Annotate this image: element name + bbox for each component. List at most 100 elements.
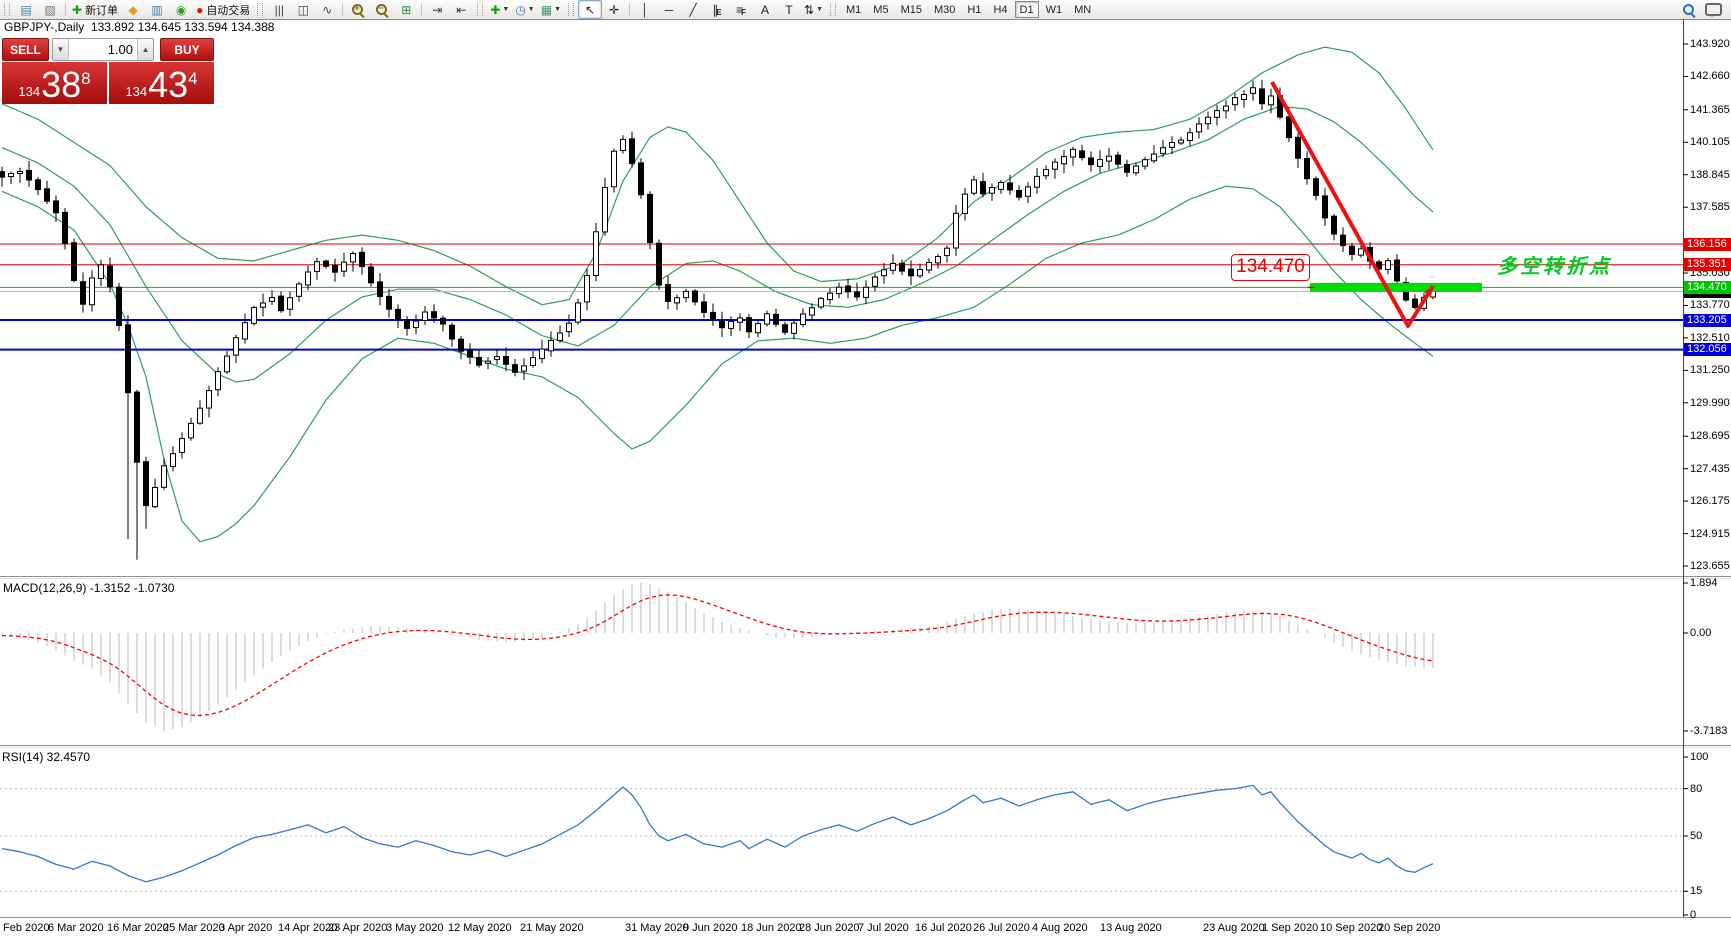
timeframe-w1[interactable]: W1 [1045,3,1063,16]
autotrading-button[interactable]: ● 自动交易 [193,0,253,19]
price-tick-label: 133.770 [1690,299,1730,312]
timeframe-m30[interactable]: M30 [933,3,956,16]
equidistant-channel-icon[interactable]: ∥ E [705,0,729,19]
date-tick-label: 31 May 2020 [625,922,689,934]
timeframe-mn[interactable]: MN [1074,3,1092,16]
timeframe-d1[interactable]: D1 [1014,1,1039,18]
quantity-input[interactable] [69,39,137,60]
equidistant-channel-icon-sub: E [716,8,722,17]
date-tick-label: 26 Jul 2020 [973,922,1030,934]
market-watch-icon[interactable]: ◆ [121,0,145,19]
timeframe-m1[interactable]: M1 [846,3,862,16]
periods-icon-dropdown[interactable]: ▼ [527,6,535,13]
price-badge: 132.056 [1684,343,1731,357]
indicators-icon: ✚ [490,2,501,17]
quantity-stepper: ▼ ▲ [52,38,154,61]
chat-icon[interactable] [1701,0,1725,19]
periods-icon[interactable]: ◷ ▼ [512,0,537,19]
price-tick-label: 124.915 [1690,527,1730,540]
macd-scale-label: -3.7183 [1690,725,1728,737]
tile-windows-icon[interactable]: ⊞ [394,0,418,19]
templates-icon[interactable]: ▦ ▼ [538,0,564,19]
bar-chart-icon: ||| [274,2,284,17]
price-level-annotation[interactable]: 134.470 [1231,254,1310,281]
toolbar-grip [568,3,575,16]
navigator-icon: ◉ [175,2,187,17]
price-tick-label: 126.175 [1690,495,1730,508]
timeframe-m15[interactable]: M15 [900,3,922,16]
new-chart-icon[interactable]: ▤ [14,0,38,19]
arrows-icon-dropdown[interactable]: ▼ [816,6,824,13]
equidistant-channel-icon: ∥ [712,2,719,17]
new-order-button: ✚ [72,2,83,17]
profiles-icon[interactable]: ▧ [38,0,62,19]
horizontal-line-icon[interactable]: ─ [657,0,681,19]
date-tick-label: 21 May 2020 [520,922,584,934]
timeframe-m5[interactable]: M5 [873,3,889,16]
new-order-button[interactable]: ✚ 新订单 [69,0,121,19]
buy-button[interactable]: BUY [160,38,214,61]
date-tick-label: 13 Aug 2020 [1100,922,1162,934]
timeframe-h1[interactable]: H1 [967,3,982,16]
price-tick-label: 131.250 [1690,364,1730,377]
auto-scroll-icon[interactable]: ⇥ [425,0,449,19]
sell-button[interactable]: SELL [2,38,49,61]
zoom-in-icon: + [351,3,365,17]
auto-scroll-icon: ⇥ [432,2,443,17]
price-tick-label: 137.585 [1690,201,1730,214]
price-tick-label: 127.435 [1690,462,1730,475]
rsi-scale-label: 15 [1690,885,1703,898]
toolbar: ▤ ▧ ✚ 新订单 ◆ ▥ ◉ ● 自动交易 ||| ◫ ∿ + − ⊞ ⇥ ⇤ ✚ ▼ ◷ ▼ ▦ ▼ ↖ ✛ │ ─ ╱ ∥ E ≡ F A… [0,0,1731,20]
arrows-icon[interactable]: ⇅ ▼ [801,0,826,19]
price-badge: 133.205 [1684,313,1731,327]
macd-histogram [1,582,1434,732]
date-tick-label: 12 May 2020 [448,922,512,934]
data-window-icon[interactable]: ▥ [145,0,169,19]
quantity-increase-button[interactable]: ▲ [137,39,153,60]
text-label-icon[interactable]: T [777,0,801,19]
vertical-line-icon[interactable]: │ [633,0,657,19]
autotrading-button-label: 自动交易 [206,4,251,17]
date-tick-label: 18 Jun 2020 [741,922,802,934]
timeframe-h4[interactable]: H4 [993,3,1008,16]
autotrading-button: ● [196,2,204,17]
navigator-icon[interactable]: ◉ [169,0,193,19]
macd-indicator-label: MACD(12,26,9) -1.3152 -1.0730 [3,581,175,595]
zoom-out-icon[interactable]: − [370,0,394,19]
sell-price-big: 38 [41,64,82,105]
date-tick-label: 23 Apr 2020 [328,922,388,934]
trendline-icon: ╱ [689,2,697,17]
indicators-icon-dropdown[interactable]: ▼ [502,6,510,13]
date-tick-label: 4 Aug 2020 [1032,922,1088,934]
fibonacci-icon-sub: F [741,8,746,17]
fibonacci-icon[interactable]: ≡ F [729,0,753,19]
cursor-icon[interactable]: ↖ [578,0,603,19]
candlestick-chart-icon[interactable]: ◫ [291,0,315,19]
price-badge: 136.156 [1684,237,1731,251]
chart-shift-icon[interactable]: ⇤ [449,0,473,19]
text-icon[interactable]: A [753,0,777,19]
date-tick-label: 7 Jul 2020 [858,922,909,934]
line-chart-icon: ∿ [322,2,333,17]
date-tick-label: 3 Apr 2020 [219,922,273,934]
zoom-in-icon[interactable]: + [346,0,370,19]
sell-price-button[interactable]: 134 38 8 [2,62,107,104]
date-tick-label: 3 May 2020 [386,922,444,934]
text-label-icon: T [785,2,793,17]
tile-windows-icon: ⊞ [401,2,412,17]
bar-chart-icon[interactable]: ||| [267,0,291,19]
search-icon[interactable] [1677,0,1701,19]
buy-price-button[interactable]: 134 43 4 [109,62,214,104]
toolbar-grip [830,3,837,16]
quantity-decrease-button[interactable]: ▼ [53,39,69,60]
crosshair-icon[interactable]: ✛ [602,0,626,19]
templates-icon-dropdown[interactable]: ▼ [554,6,562,13]
indicators-icon[interactable]: ✚ ▼ [487,0,512,19]
zoom-out-icon: − [375,3,389,17]
toolbar-separator [629,3,631,16]
date-tick-label: 10 Sep 2020 [1320,922,1383,934]
line-chart-icon[interactable]: ∿ [315,0,339,19]
trendline-icon[interactable]: ╱ [681,0,705,19]
turning-point-annotation[interactable]: 多空转折点 [1497,256,1612,278]
